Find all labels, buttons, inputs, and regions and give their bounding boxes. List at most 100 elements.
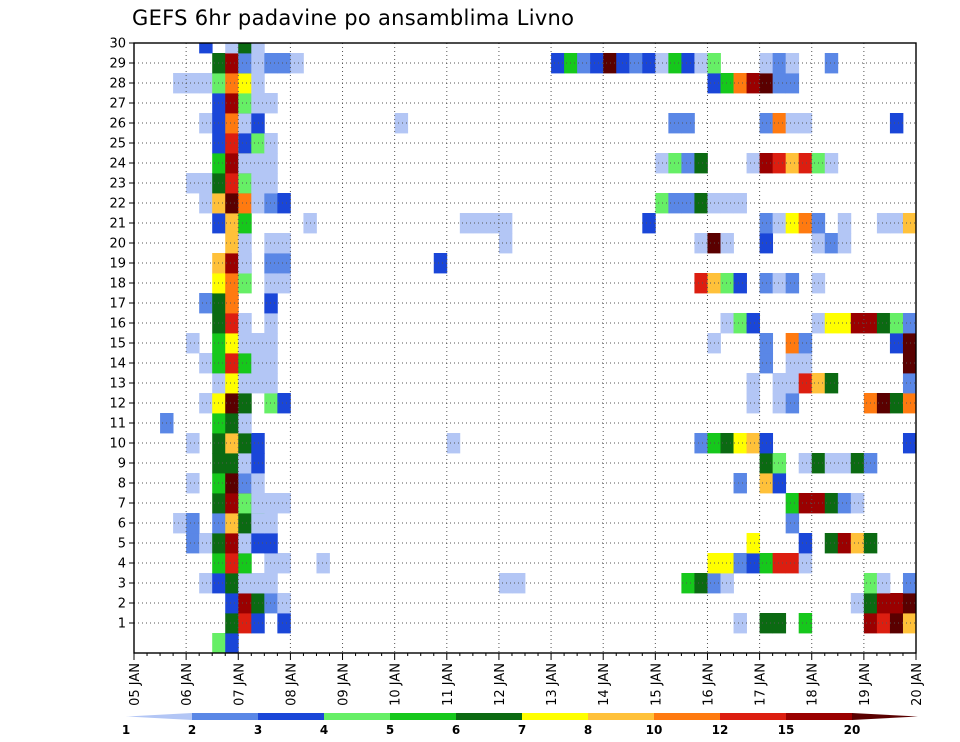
y-tick-label: 9 [118,457,126,472]
precip-cell [238,573,252,594]
x-tick-label: 18 JAN [806,663,821,706]
precip-cell [902,373,916,394]
precip-cell [746,433,760,454]
precip-cell [785,553,800,574]
precip-cell [694,273,708,294]
precip-cell [772,373,787,394]
precip-cell [225,113,239,134]
precip-cell [225,633,239,653]
precip-cell [850,313,865,334]
precip-cell [902,313,916,334]
precip-cell [173,73,187,94]
colorbar-label: 15 [778,723,795,737]
precip-cell [681,113,695,134]
colorbar-label: 10 [646,723,663,737]
precip-cell [238,233,252,254]
precip-cell [394,113,409,134]
precip-cell [668,53,682,74]
x-tick-label: 10 JAN [389,663,404,706]
precip-cell [577,53,591,74]
y-tick-label: 3 [118,577,126,592]
precip-cell [199,173,213,194]
precip-cell [225,513,239,534]
precip-cell [733,433,747,454]
precip-cell [785,73,800,94]
x-tick-label: 14 JAN [597,663,612,706]
colorbar-swatch [786,713,853,720]
precip-cell [238,353,252,374]
y-tick-label: 18 [109,277,126,292]
y-tick-label: 4 [118,557,126,572]
precip-cell [498,573,513,594]
precip-cell [902,213,916,234]
precip-cell [199,43,213,54]
colorbar-swatch [456,713,523,720]
precip-cell [264,353,278,374]
precip-cell [238,313,252,334]
y-tick-label: 13 [109,377,126,392]
precip-cell [772,53,787,74]
precip-cell [772,213,787,234]
precip-cell [186,433,200,454]
precip-cell [629,53,643,74]
precip-cell [277,393,291,414]
precip-cell [681,193,695,214]
precip-cell [785,53,800,74]
precip-cell [225,233,239,254]
precip-cell [824,53,839,74]
precip-cell [902,333,916,354]
precip-cell [681,153,695,174]
precip-cell [199,573,213,594]
precip-cell [264,233,278,254]
precip-cell [824,373,839,394]
precip-cell [720,193,734,214]
precip-cell [277,593,291,614]
precip-cell [837,533,852,554]
y-tick-label: 17 [109,297,126,312]
precip-cell [446,433,461,454]
y-tick-label: 2 [118,597,126,612]
precip-cell [264,193,278,214]
precip-cell [785,113,800,134]
precip-cell [668,113,682,134]
precip-cell [694,193,708,214]
precip-cell [590,53,604,74]
x-tick-label: 05 JAN [128,663,143,706]
precip-cell [238,613,252,634]
precip-cell [772,553,787,574]
precip-cell [238,113,252,134]
precip-cell [277,53,291,74]
precip-cell [772,153,787,174]
precip-cell [225,613,239,634]
y-tick-label: 15 [109,337,126,352]
precip-cell [824,533,839,554]
precip-cell [798,613,813,634]
precip-cell [642,53,656,74]
colorbar-label: 2 [188,723,196,737]
y-tick-label: 1 [118,617,126,632]
precip-cell [225,313,239,334]
precip-cell [889,593,904,614]
precip-cell [889,213,904,234]
precip-cell [433,253,448,274]
precip-cell [264,593,278,614]
precip-cell [212,633,226,653]
precip-cell [772,113,787,134]
precip-cell [238,473,252,494]
precip-cell [225,433,239,454]
precip-cell [225,533,239,554]
precip-cell [746,153,760,174]
precip-cell [225,593,239,614]
y-tick-label: 10 [109,437,126,452]
precip-cell [225,493,239,514]
precip-cell [720,433,734,454]
precip-cell [850,493,865,514]
y-tick-label: 20 [109,237,126,252]
precip-cell [785,333,800,354]
x-tick-label: 15 JAN [649,663,664,706]
precip-cell [264,173,278,194]
precip-cell [603,53,617,74]
colorbar-swatch [390,713,457,720]
precip-cell [876,213,891,234]
precip-cell [733,193,747,214]
